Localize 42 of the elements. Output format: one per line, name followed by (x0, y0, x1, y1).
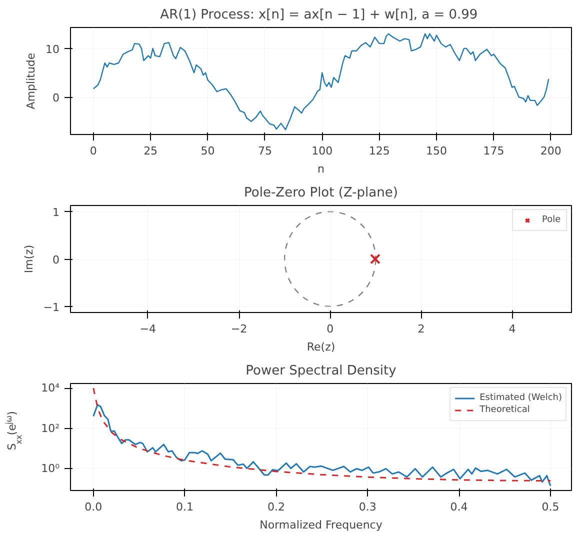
x-tick-label: 50 (200, 144, 215, 158)
x-axis-title: n (318, 162, 325, 176)
y-tick-label: 10² (41, 422, 60, 435)
x-tick-label: 0.4 (450, 500, 468, 514)
x-tick-label: −4 (140, 322, 156, 336)
x-tick-label: 2 (418, 322, 425, 336)
y-tick-label: 10 (46, 42, 60, 56)
x-tick-label: 175 (483, 144, 504, 158)
x-tick-label: 200 (540, 144, 562, 158)
legend-label: Pole (542, 214, 562, 226)
x-tick-label: 4 (508, 322, 516, 336)
chart-title: Power Spectral Density (246, 364, 397, 378)
x-tick-label: −2 (230, 322, 248, 336)
y-tick-label: 10⁰ (41, 462, 60, 476)
legend-label: Estimated (Welch) (480, 392, 562, 404)
line-series (92, 33, 550, 130)
y-axis-title: Sxx(ejω) (4, 411, 24, 450)
x-tick-label: 0.2 (267, 500, 285, 514)
x-tick-label: 0 (90, 144, 97, 158)
x-tick-label: 0 (326, 322, 334, 336)
x-tick-label: 25 (144, 144, 158, 158)
x-axis-title: Re(z) (306, 340, 336, 354)
x-tick-label: 0.1 (176, 500, 194, 514)
y-tick-label: 0 (52, 92, 60, 105)
y-axis-title: Im(z) (22, 244, 36, 274)
y-tick-label: 10⁴ (41, 382, 60, 395)
x-tick-label: 0.3 (358, 500, 376, 514)
y-axis-title: Amplitude (24, 52, 38, 110)
y-tick-label: 1 (52, 206, 60, 220)
x-tick-label: 100 (312, 144, 333, 158)
x-tick-label: 75 (258, 144, 272, 158)
line-series (92, 404, 552, 487)
legend-label: Theoretical (480, 404, 530, 416)
chart-title: AR(1) Process: x[n] = ax[n − 1] + w[n], a = 0.99 (160, 8, 478, 22)
x-tick-label: 0.0 (84, 500, 102, 514)
chart-title: Pole-Zero Plot (Z-plane) (244, 186, 398, 200)
x-axis-title: Normalized Frequency (260, 518, 383, 532)
x-tick-label: 0.5 (542, 500, 560, 514)
y-tick-label: −1 (43, 300, 60, 314)
x-tick-label: 125 (368, 144, 390, 158)
x-tick-label: 150 (426, 144, 448, 158)
y-tick-label: 0 (52, 254, 60, 266)
